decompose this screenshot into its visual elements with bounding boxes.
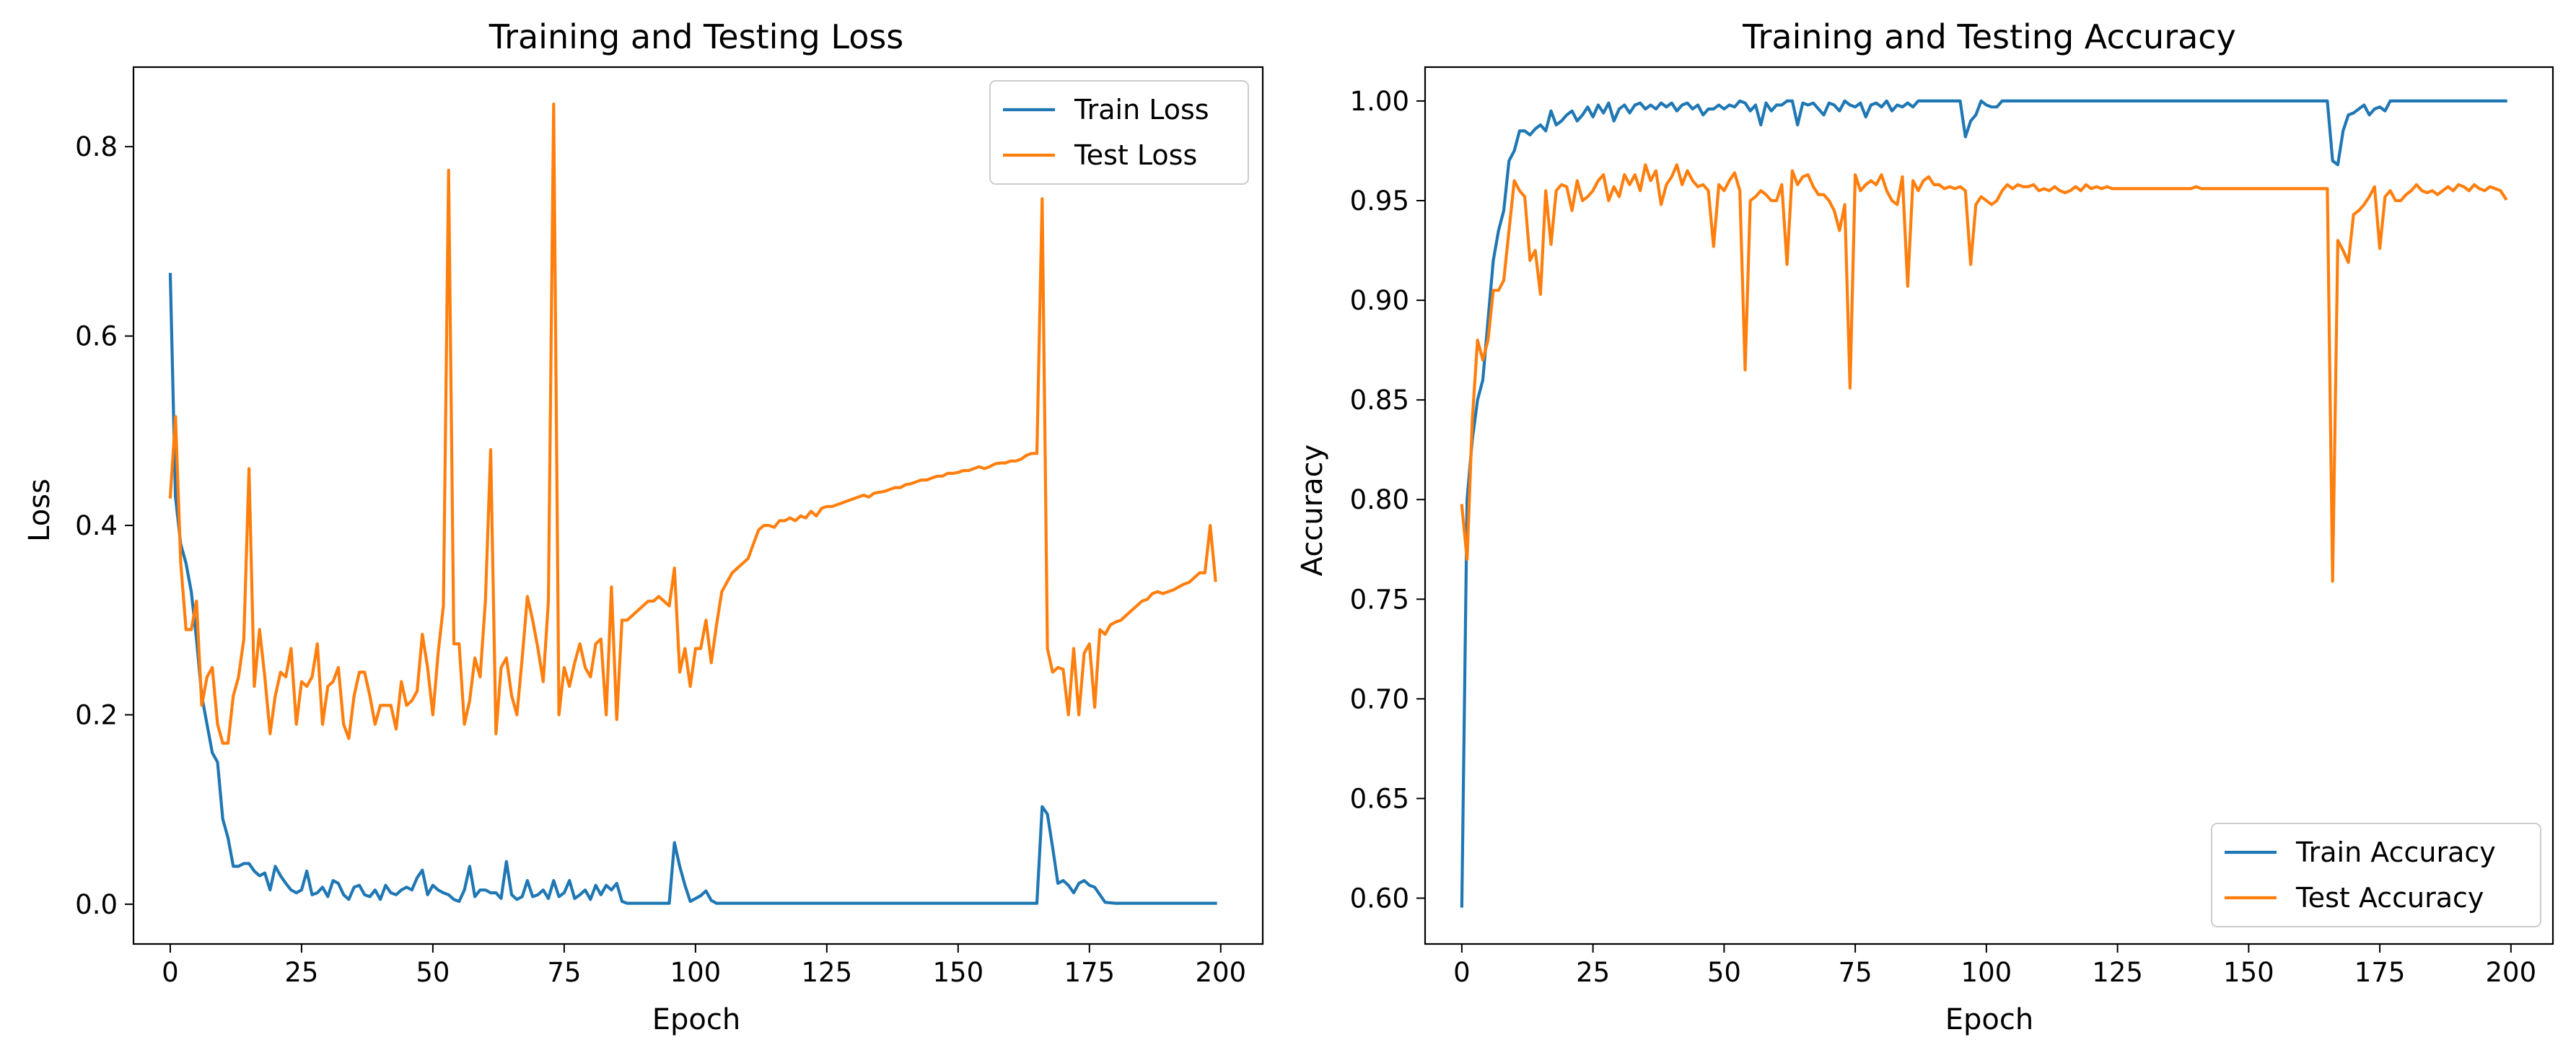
x-tick-label: 25 xyxy=(284,957,318,988)
y-tick-label: 0.95 xyxy=(1350,185,1409,217)
loss-ticks: 0 25 50 75 100 125 150 175 200 0.0 0.2 0.4 0.6 0.8 xyxy=(75,131,1246,988)
y-tick-label: 0.4 xyxy=(75,510,118,541)
x-tick-label: 25 xyxy=(1576,957,1610,988)
accuracy-series xyxy=(1460,99,2508,908)
x-tick-label: 150 xyxy=(2223,957,2274,988)
series-line-test-accuracy xyxy=(1460,163,2508,583)
accuracy-y-axis-label: Accuracy xyxy=(1296,445,1329,577)
accuracy-chart-title: Training and Testing Accuracy xyxy=(1742,17,2236,56)
y-tick-label: 0.80 xyxy=(1350,484,1409,515)
accuracy-legend: Train Accuracy Test Accuracy xyxy=(2211,823,2541,927)
series-line-train-accuracy xyxy=(1460,99,2507,908)
loss-y-axis-label: Loss xyxy=(23,478,56,542)
legend-label: Test Accuracy xyxy=(2295,882,2484,914)
series-line-train-loss xyxy=(168,273,1217,905)
x-tick-label: 175 xyxy=(1064,957,1115,988)
legend-label: Train Accuracy xyxy=(2295,836,2496,868)
x-tick-label: 125 xyxy=(802,957,853,988)
y-tick-label: 0.60 xyxy=(1350,883,1409,914)
x-tick-label: 100 xyxy=(670,957,722,988)
x-tick-label: 125 xyxy=(2092,957,2143,988)
x-tick-label: 175 xyxy=(2354,957,2406,988)
x-tick-label: 50 xyxy=(1707,957,1741,988)
x-tick-label: 0 xyxy=(1453,957,1471,988)
loss-plot-frame xyxy=(132,66,1264,945)
y-tick-label: 0.2 xyxy=(75,699,118,730)
x-tick-label: 0 xyxy=(162,957,179,988)
y-tick-label: 0.8 xyxy=(75,131,118,162)
legend-label: Test Loss xyxy=(1074,139,1197,171)
loss-x-axis-label: Epoch xyxy=(652,1003,740,1036)
x-tick-label: 100 xyxy=(1961,957,2012,988)
loss-series xyxy=(168,102,1217,905)
x-tick-label: 75 xyxy=(1839,957,1872,988)
legend-box xyxy=(989,80,1249,185)
series-line-test-loss xyxy=(168,102,1217,745)
legend-box xyxy=(2211,823,2541,927)
accuracy-chart: Training and Testing Accuracy Epoch Accu… xyxy=(1296,17,2554,1036)
x-tick-label: 200 xyxy=(1195,957,1246,988)
x-tick-label: 150 xyxy=(933,957,984,988)
y-tick-label: 0.0 xyxy=(75,889,118,920)
loss-chart: Training and Testing Loss Epoch Loss 0 25… xyxy=(23,17,1264,1036)
accuracy-plot-frame xyxy=(1424,66,2554,945)
y-tick-label: 1.00 xyxy=(1350,86,1409,117)
x-tick-label: 200 xyxy=(2486,957,2537,988)
loss-chart-title: Training and Testing Loss xyxy=(489,17,904,56)
y-tick-label: 0.85 xyxy=(1350,385,1409,416)
x-tick-label: 75 xyxy=(547,957,581,988)
y-tick-label: 0.70 xyxy=(1350,683,1409,714)
legend-label: Train Loss xyxy=(1074,94,1209,126)
x-tick-label: 50 xyxy=(416,957,450,988)
y-tick-label: 0.90 xyxy=(1350,285,1409,316)
loss-legend: Train Loss Test Loss xyxy=(989,80,1249,185)
y-tick-label: 0.75 xyxy=(1350,584,1409,615)
y-tick-label: 0.65 xyxy=(1350,783,1409,814)
y-tick-label: 0.6 xyxy=(75,321,118,352)
accuracy-x-axis-label: Epoch xyxy=(1945,1003,2033,1036)
accuracy-ticks: 0 25 50 75 100 125 150 175 200 0.60 0.65 0.70 0.75 0.… xyxy=(1350,86,2537,988)
